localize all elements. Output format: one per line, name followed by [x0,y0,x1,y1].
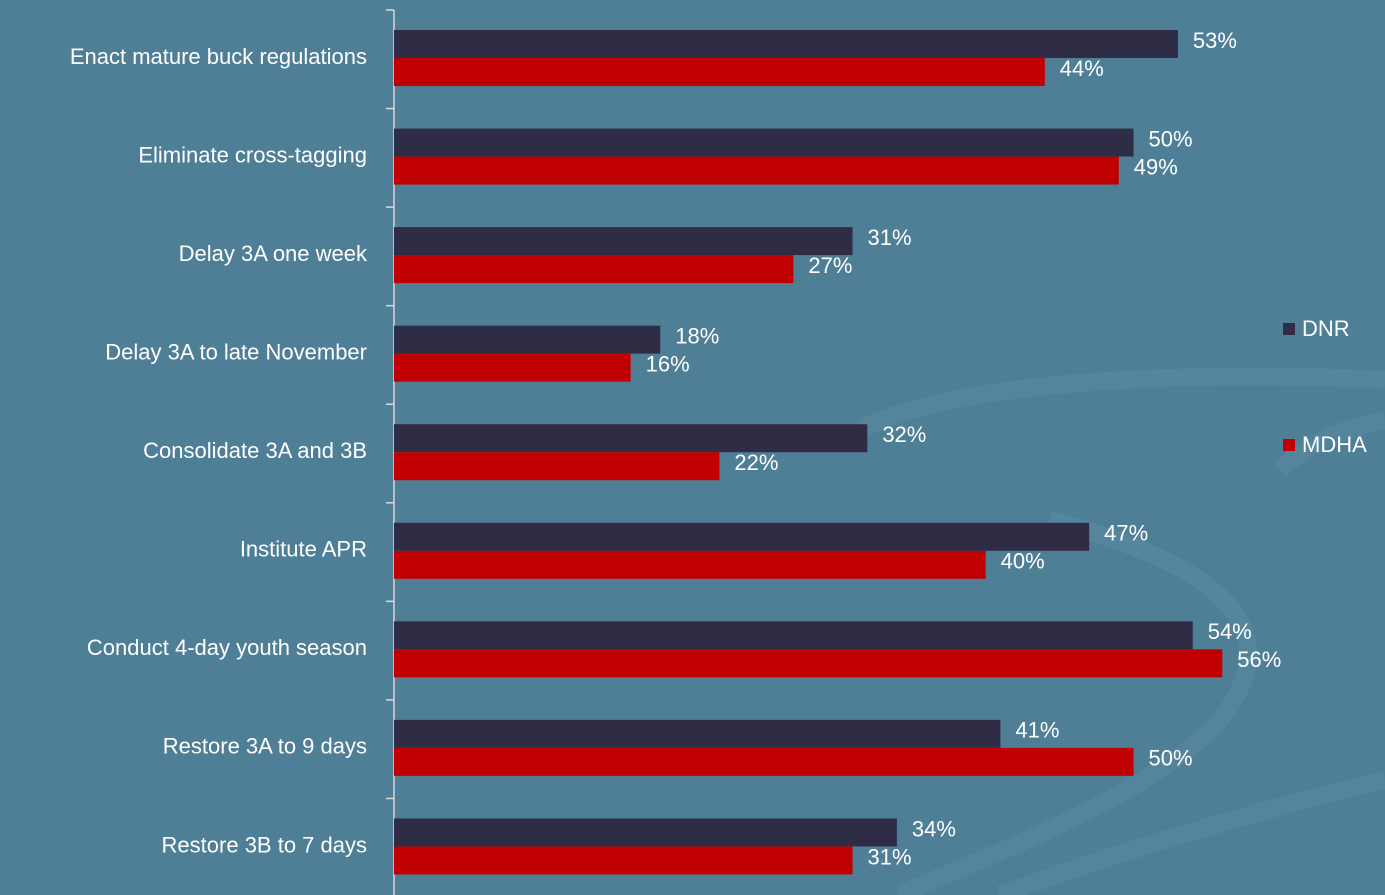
bar [394,522,1090,551]
data-label: 41% [1015,718,1059,743]
bar [394,452,720,481]
data-label: 32% [882,422,926,447]
data-label: 50% [1149,126,1193,151]
y-tick-label: Conduct 4-day youth season [87,635,367,660]
bar [394,255,794,284]
y-tick-label: Delay 3A one week [179,241,368,266]
legend-swatch [1283,439,1295,451]
legend-label: DNR [1302,316,1350,341]
bar [394,30,1178,58]
y-tick-label: Enact mature buck regulations [70,44,367,69]
bar [394,649,1223,678]
y-tick-label: Delay 3A to late November [105,339,367,364]
bar [394,719,1001,748]
y-tick-label: Consolidate 3A and 3B [143,438,367,463]
data-label: 53% [1193,28,1237,53]
bar [394,353,631,382]
y-tick-label: Institute APR [240,537,367,562]
bar [394,128,1134,157]
data-label: 44% [1060,56,1104,81]
y-tick-label: Restore 3B to 7 days [162,832,367,857]
data-label: 56% [1237,647,1281,672]
data-label: 31% [868,844,912,869]
data-label: 31% [868,225,912,250]
legend-swatch [1283,323,1295,335]
legend-label: MDHA [1302,432,1367,457]
data-label: 27% [808,253,852,278]
bar [394,621,1193,650]
bar [394,818,897,847]
data-label: 54% [1208,619,1252,644]
bar [394,424,868,453]
data-label: 40% [1001,549,1045,574]
data-label: 50% [1149,746,1193,771]
bar [394,550,986,579]
y-tick-label: Restore 3A to 9 days [163,734,367,759]
y-tick-label: Eliminate cross-tagging [138,142,367,167]
background-decoration [855,367,1385,895]
bar [394,58,1045,86]
bar [394,325,661,354]
bar [394,846,853,875]
data-label: 47% [1104,521,1148,546]
data-label: 49% [1134,154,1178,179]
bar [394,227,853,256]
data-label: 34% [912,816,956,841]
data-label: 16% [646,351,690,376]
data-label: 22% [734,450,778,475]
bar [394,156,1119,185]
bar [394,747,1134,776]
data-label: 18% [675,323,719,348]
